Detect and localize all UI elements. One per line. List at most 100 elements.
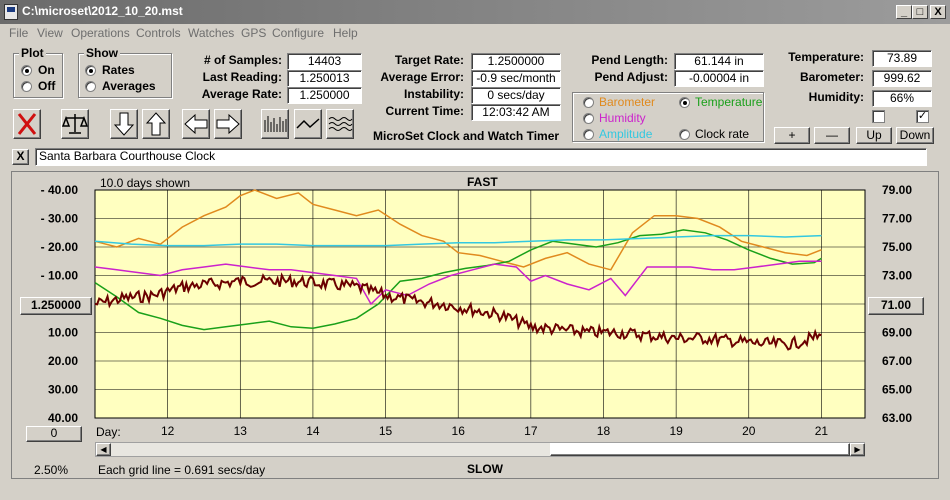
bar-plot-button[interactable]	[261, 109, 289, 139]
arrow-down-icon	[113, 112, 135, 136]
fast-label: FAST	[467, 175, 498, 189]
down-arrow-button[interactable]	[110, 109, 138, 139]
menu-help[interactable]: Help	[333, 26, 358, 40]
amplitude-label: Amplitude	[599, 127, 653, 141]
x-tick-label: 17	[524, 424, 538, 438]
menu-watches[interactable]: Watches	[188, 26, 235, 40]
last-reading-field: 1.250013	[287, 70, 362, 87]
stop-button[interactable]	[13, 109, 41, 139]
amplitude-radio[interactable]	[583, 129, 594, 140]
x-tick-label: 20	[742, 424, 756, 438]
plot-off-radio[interactable]	[21, 81, 32, 92]
clock-rate-label: Clock rate	[695, 127, 750, 141]
x-tick-label: 12	[161, 424, 175, 438]
current-time-label: Current Time:	[385, 104, 464, 118]
center-rate-button[interactable]: 1.250000	[20, 297, 92, 315]
right-tick-label: 75.00	[882, 240, 912, 254]
x-tick-label: 18	[597, 424, 611, 438]
right-arrow-button[interactable]	[214, 109, 242, 139]
plus-button[interactable]: +	[774, 127, 810, 144]
app-name-label: MicroSet Clock and Watch Timer	[373, 129, 560, 143]
clock-rate-radio[interactable]	[679, 129, 690, 140]
humidity-radio[interactable]	[583, 113, 594, 124]
scroll-right-button[interactable]: ▶	[850, 443, 865, 456]
plot-on-radio[interactable]	[21, 65, 32, 76]
down-button[interactable]: Down	[896, 127, 934, 144]
percent-label: 2.50%	[34, 463, 69, 477]
barometer-reading-label: Barometer:	[799, 70, 864, 84]
x-tick-label: 21	[815, 424, 829, 438]
show-averages-radio[interactable]	[85, 81, 96, 92]
arrow-up-icon	[145, 112, 167, 136]
target-rate-field[interactable]: 1.2500000	[471, 53, 561, 70]
zero-button[interactable]: 0	[26, 426, 82, 442]
scroll-thumb[interactable]	[550, 443, 850, 456]
app-icon	[4, 4, 18, 20]
checked-checkbox[interactable]: ✓	[916, 110, 929, 123]
title-bar: C:\microset\2012_10_20.mst _ □ X	[0, 0, 950, 24]
right-tick-label: 77.00	[882, 212, 912, 226]
left-tick-label: - 40.00	[41, 183, 79, 197]
temperature-radio[interactable]	[679, 97, 690, 108]
barometer-reading-field: 999.62	[872, 70, 932, 87]
clock-name-field[interactable]: Santa Barbara Courthouse Clock	[35, 148, 927, 166]
menu-controls[interactable]: Controls	[136, 26, 181, 40]
minimize-button[interactable]: _	[896, 5, 912, 19]
instability-label: Instability:	[403, 87, 464, 101]
samples-label: # of Samples:	[203, 53, 282, 67]
left-tick-label: 40.00	[48, 411, 78, 425]
slow-label: SLOW	[467, 462, 503, 476]
show-rates-radio[interactable]	[85, 65, 96, 76]
balance-button[interactable]	[61, 109, 89, 139]
show-group-label: Show	[84, 46, 120, 60]
chart-panel: 12 13 14 15 16 17 18 19 20 21 - 40.00 - 30.00 - 20.0…	[11, 171, 939, 479]
bars-icon	[264, 116, 287, 132]
barometer-radio[interactable]	[583, 97, 594, 108]
x-tick-label: 19	[669, 424, 683, 438]
left-tick-label: - 20.00	[41, 240, 79, 254]
x-tick-label: 13	[234, 424, 248, 438]
left-arrow-button[interactable]	[182, 109, 210, 139]
maximize-button[interactable]: □	[912, 5, 928, 19]
humidity-label: Humidity	[599, 111, 646, 125]
rate-chart: 12 13 14 15 16 17 18 19 20 21 - 40.00 - 30.00 - 20.0…	[41, 183, 913, 438]
menu-file[interactable]: File	[9, 26, 29, 40]
time-scrollbar[interactable]: ◀ ▶	[95, 442, 865, 457]
series-barometer	[94, 189, 822, 271]
plot-off-label: Off	[38, 79, 56, 93]
series-amplitude	[94, 234, 822, 247]
scroll-left-button[interactable]: ◀	[96, 443, 111, 456]
right-tick-label: 65.00	[882, 383, 912, 397]
sensor-select-box	[572, 92, 764, 142]
minus-button[interactable]: —	[814, 127, 850, 144]
up-arrow-button[interactable]	[142, 109, 170, 139]
unchecked-checkbox[interactable]	[872, 110, 885, 123]
pend-length-field[interactable]: 61.144 in	[674, 53, 764, 70]
right-tick-label: 79.00	[882, 183, 912, 197]
series-clock-rate	[94, 272, 822, 351]
menu-configure[interactable]: Configure	[272, 26, 325, 40]
average-rate-label: Average Rate:	[201, 87, 282, 101]
right-tick-label: 73.00	[882, 269, 912, 283]
current-time-field: 12:03:42 AM	[471, 104, 561, 121]
days-shown-label: 10.0 days shown	[100, 176, 191, 190]
barometer-label: Barometer	[599, 95, 656, 109]
close-button[interactable]: X	[930, 5, 946, 19]
menu-operations[interactable]: Operations	[71, 26, 130, 40]
x-tick-label: 16	[452, 424, 466, 438]
left-tick-label: - 10.00	[41, 269, 79, 283]
humidity-reading-field: 66%	[872, 90, 932, 107]
wave-plot-button[interactable]	[326, 109, 354, 139]
x-tick-label: 15	[379, 424, 393, 438]
show-averages-label: Averages	[102, 79, 156, 93]
clear-name-button[interactable]: X	[12, 149, 29, 165]
left-tick-label: 30.00	[48, 383, 78, 397]
average-rate-field: 1.250000	[287, 87, 362, 104]
pend-adjust-field: -0.00004 in	[674, 70, 764, 87]
menu-gps[interactable]: GPS	[241, 26, 267, 40]
up-button[interactable]: Up	[856, 127, 892, 144]
line-plot-button[interactable]	[294, 109, 322, 139]
menu-view[interactable]: View	[37, 26, 63, 40]
right-center-button[interactable]: 71.00	[868, 297, 924, 315]
average-error-label: Average Error:	[380, 70, 464, 84]
